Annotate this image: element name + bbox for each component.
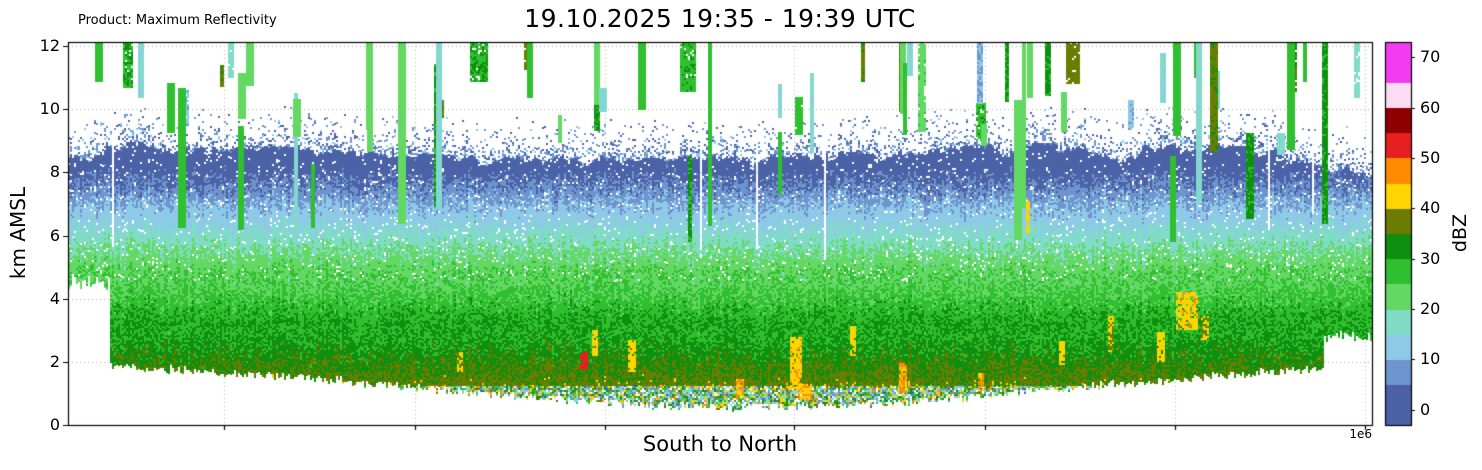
product-label: Product: Maximum Reflectivity — [78, 13, 277, 28]
colorbar-tick-label: 20 — [1420, 299, 1441, 319]
colorbar-tick-label: 30 — [1420, 248, 1441, 268]
y-tick-label: 4 — [49, 288, 60, 308]
colorbar-tick-label: 50 — [1420, 147, 1441, 167]
x-axis-label: South to North — [642, 432, 798, 456]
colorbar-tick-label: 0 — [1420, 399, 1431, 419]
colorbar-tick-label: 70 — [1420, 47, 1441, 67]
colorbar-label: dBZ — [1449, 213, 1471, 253]
y-tick-label: 8 — [49, 162, 60, 182]
y-tick-label: 6 — [49, 225, 60, 245]
colorbar-tick-label: 60 — [1420, 97, 1441, 117]
colorbar-tick-label: 40 — [1420, 198, 1441, 218]
y-tick-label: 0 — [49, 415, 60, 434]
y-tick-label: 10 — [39, 99, 60, 119]
x-axis-offset-label: 1e6 — [1349, 427, 1372, 441]
colorbar-tick-label: 10 — [1420, 349, 1441, 369]
y-tick-label: 12 — [39, 36, 60, 56]
y-tick-label: 2 — [49, 351, 60, 371]
chart-title: 19.10.2025 19:35 - 19:39 UTC — [524, 4, 916, 33]
